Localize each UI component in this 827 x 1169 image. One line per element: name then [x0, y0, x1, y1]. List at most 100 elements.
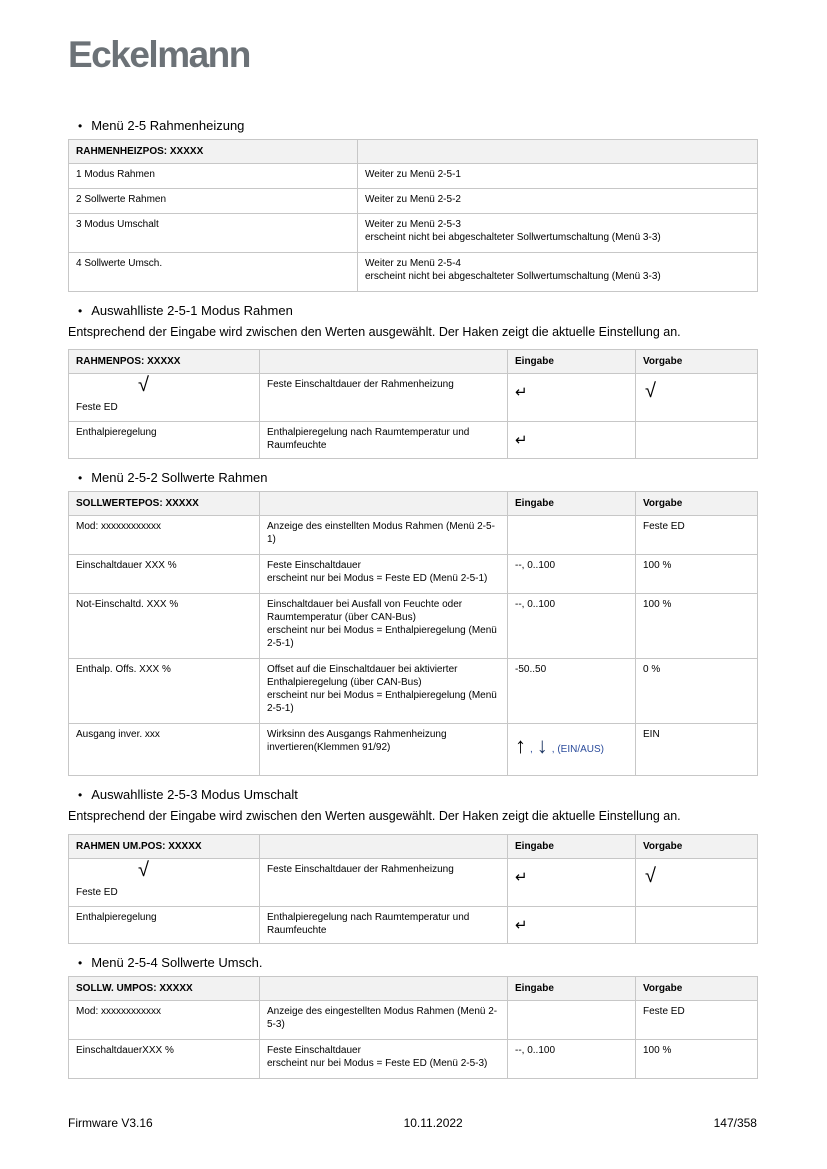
item-desc-cell: Feste Einschaltdauer der Rahmenheizung — [259, 373, 508, 423]
eingabe-cell — [507, 515, 636, 556]
item-desc-cell: Anzeige des eingestellten Modus Rahmen (… — [259, 999, 508, 1040]
desc-note-line: erscheint nur bei Modus = Feste ED (Menü… — [267, 573, 488, 585]
table-row: 4 Sollwerte Umsch. Weiter zu Menü 2-5-4 … — [68, 252, 758, 292]
section-heading-text: Auswahlliste 2-5-1 Modus Rahmen — [91, 303, 293, 318]
table-row: Not-Einschaltd. XXX % Einschaltdauer bei… — [68, 593, 758, 660]
enter-icon: ↵ — [515, 384, 528, 402]
item-name-cell: Ausgang inver. xxx — [68, 723, 260, 777]
item-name-cell: EinschaltdauerXXX % — [68, 1038, 260, 1079]
item-name-cell: 1 Modus Rahmen — [68, 163, 358, 189]
page-footer: Firmware V3.16 10.11.2022 147/358 — [68, 1116, 757, 1130]
bullet-icon: • — [78, 119, 83, 133]
menu-2-5-4-table: SOLLW. UMPOS: XXXXX Eingabe Vorgabe Mod:… — [68, 975, 758, 1079]
table-title: RAHMEN UM.POS: XXXXX — [68, 833, 260, 859]
desc-line: Einschaltdauer bei Ausfall von Feuchte o… — [267, 599, 463, 624]
item-desc-cell: Wirksinn des Ausgangs Rahmenheizung inve… — [259, 723, 508, 777]
item-desc-cell: Feste Einschaltdauer erscheint nur bei M… — [259, 554, 508, 595]
bullet-icon: • — [78, 304, 83, 318]
item-name-cell: Enthalp. Offs. XXX % — [68, 658, 260, 725]
eingabe-cell: ↵ — [507, 373, 636, 423]
item-desc-cell: Enthalpieregelung nach Raumtemperatur un… — [259, 421, 508, 460]
table-title-empty-cell — [259, 975, 508, 1001]
eingabe-cell: --, 0..100 — [507, 554, 636, 595]
table-row: Enthalpieregelung Enthalpieregelung nach… — [68, 421, 758, 460]
table-header-row: SOLLWERTEPOS: XXXXX Eingabe Vorgabe — [68, 491, 758, 517]
vorgabe-cell: 100 % — [635, 1038, 758, 1079]
section-heading-auswahlliste-2-5-3: • Auswahlliste 2-5-3 Modus Umschalt — [68, 787, 757, 802]
vorgabe-cell: √ — [635, 857, 758, 907]
enter-icon: ↵ — [515, 432, 528, 450]
section-heading-menu-2-5: • Menü 2-5 Rahmenheizung — [68, 118, 757, 133]
eingabe-column-header: Eingabe — [507, 349, 636, 375]
ein-aus-label: , (EIN/AUS) — [551, 744, 605, 756]
desc-line: Offset auf die Einschaltdauer bei aktivi… — [267, 664, 458, 689]
table-row: Enthalp. Offs. XXX % Offset auf die Eins… — [68, 658, 758, 725]
table-row: EinschaltdauerXXX % Feste Einschaltdauer… — [68, 1038, 758, 1079]
item-name-cell: Feste ED √ — [68, 373, 260, 423]
eingabe-column-header: Eingabe — [507, 975, 636, 1001]
item-desc-cell: Weiter zu Menü 2-5-3 erscheint nicht bei… — [357, 213, 758, 253]
menu-2-5-table: RAHMENHEIZPOS: XXXXX 1 Modus Rahmen Weit… — [68, 139, 758, 292]
table-title: RAHMENPOS: XXXXX — [68, 349, 260, 375]
eingabe-column-header: Eingabe — [507, 833, 636, 859]
table-title: RAHMENHEIZPOS: XXXXX — [68, 139, 358, 164]
table-row: Feste ED √ Feste Einschaltdauer der Rahm… — [68, 373, 758, 423]
eingabe-cell — [507, 999, 636, 1040]
bullet-icon: • — [78, 788, 83, 803]
item-desc-cell: Enthalpieregelung nach Raumtemperatur un… — [259, 905, 508, 944]
item-desc-cell: Einschaltdauer bei Ausfall von Feuchte o… — [259, 593, 508, 660]
vorgabe-cell: Feste ED — [635, 515, 758, 556]
toggle-input-symbols: ↑ , ↓ , (EIN/AUS) — [515, 733, 628, 759]
table-title-empty-cell — [259, 833, 508, 859]
option-feste-ed: Feste ED √ — [76, 374, 252, 416]
arrow-up-icon: ↑ — [515, 733, 526, 759]
company-logo: Eckelmann — [68, 34, 251, 75]
item-name-cell: Mod: xxxxxxxxxxxx — [68, 515, 260, 556]
eingabe-cell: ↵ — [507, 421, 636, 460]
vorgabe-column-header: Vorgabe — [635, 975, 758, 1001]
vorgabe-column-header: Vorgabe — [635, 491, 758, 517]
item-name-cell: Feste ED √ — [68, 857, 260, 907]
table-row: Mod: xxxxxxxxxxxx Anzeige des einstellte… — [68, 515, 758, 556]
section-heading-text: Menü 2-5-2 Sollwerte Rahmen — [91, 470, 268, 486]
eingabe-cell: ↑ , ↓ , (EIN/AUS) — [507, 723, 636, 777]
eingabe-cell: ↵ — [507, 905, 636, 944]
checkmark-icon: √ — [645, 380, 656, 403]
item-name-cell: Enthalpieregelung — [68, 905, 260, 944]
table-title-empty-cell — [259, 491, 508, 517]
menu-2-5-2-table: SOLLWERTEPOS: XXXXX Eingabe Vorgabe Mod:… — [68, 491, 758, 777]
table-row: Mod: xxxxxxxxxxxx Anzeige des eingestell… — [68, 999, 758, 1040]
section-heading-text: Auswahlliste 2-5-3 Modus Umschalt — [91, 787, 298, 803]
vorgabe-column-header: Vorgabe — [635, 833, 758, 859]
eingabe-cell: --, 0..100 — [507, 1038, 636, 1079]
auswahlliste-2-5-1-table: RAHMENPOS: XXXXX Eingabe Vorgabe Feste E… — [68, 349, 758, 460]
comma-separator: , — [530, 744, 533, 756]
footer-firmware-version: Firmware V3.16 — [68, 1116, 153, 1130]
table-row: Einschaltdauer XXX % Feste Einschaltdaue… — [68, 554, 758, 595]
table-title: SOLLWERTEPOS: XXXXX — [68, 491, 260, 517]
desc-line: Weiter zu Menü 2-5-4 — [365, 258, 461, 269]
item-desc-cell: Feste Einschaltdauer der Rahmenheizung — [259, 857, 508, 907]
option-feste-ed: Feste ED √ — [76, 860, 252, 901]
selection-explanation: Entsprechend der Eingabe wird zwischen d… — [68, 809, 681, 824]
arrow-down-icon: ↓ — [536, 733, 548, 759]
section-heading-menu-2-5-2: • Menü 2-5-2 Sollwerte Rahmen — [68, 470, 757, 485]
enter-icon: ↵ — [515, 916, 528, 934]
eingabe-column-header: Eingabe — [507, 491, 636, 517]
footer-date: 10.11.2022 — [403, 1116, 463, 1130]
item-name-cell: Mod: xxxxxxxxxxxx — [68, 999, 260, 1040]
item-name-cell: Einschaltdauer XXX % — [68, 554, 260, 595]
vorgabe-cell: Feste ED — [635, 999, 758, 1040]
checkmark-icon: √ — [138, 374, 149, 397]
option-label: Feste ED — [76, 402, 118, 414]
table-header-row: RAHMENHEIZPOS: XXXXX — [68, 139, 758, 164]
desc-line: Weiter zu Menü 2-5-3 — [365, 219, 461, 230]
table-header-row: SOLLW. UMPOS: XXXXX Eingabe Vorgabe — [68, 975, 758, 1001]
item-desc-cell: Weiter zu Menü 2-5-4 erscheint nicht bei… — [357, 252, 758, 292]
desc-line: Feste Einschaltdauer — [267, 1044, 361, 1056]
vorgabe-cell: √ — [635, 373, 758, 423]
table-header-row: RAHMEN UM.POS: XXXXX Eingabe Vorgabe — [68, 833, 758, 859]
vorgabe-cell — [635, 905, 758, 944]
table-title-empty-cell — [259, 349, 508, 375]
item-desc-cell: Offset auf die Einschaltdauer bei aktivi… — [259, 658, 508, 725]
